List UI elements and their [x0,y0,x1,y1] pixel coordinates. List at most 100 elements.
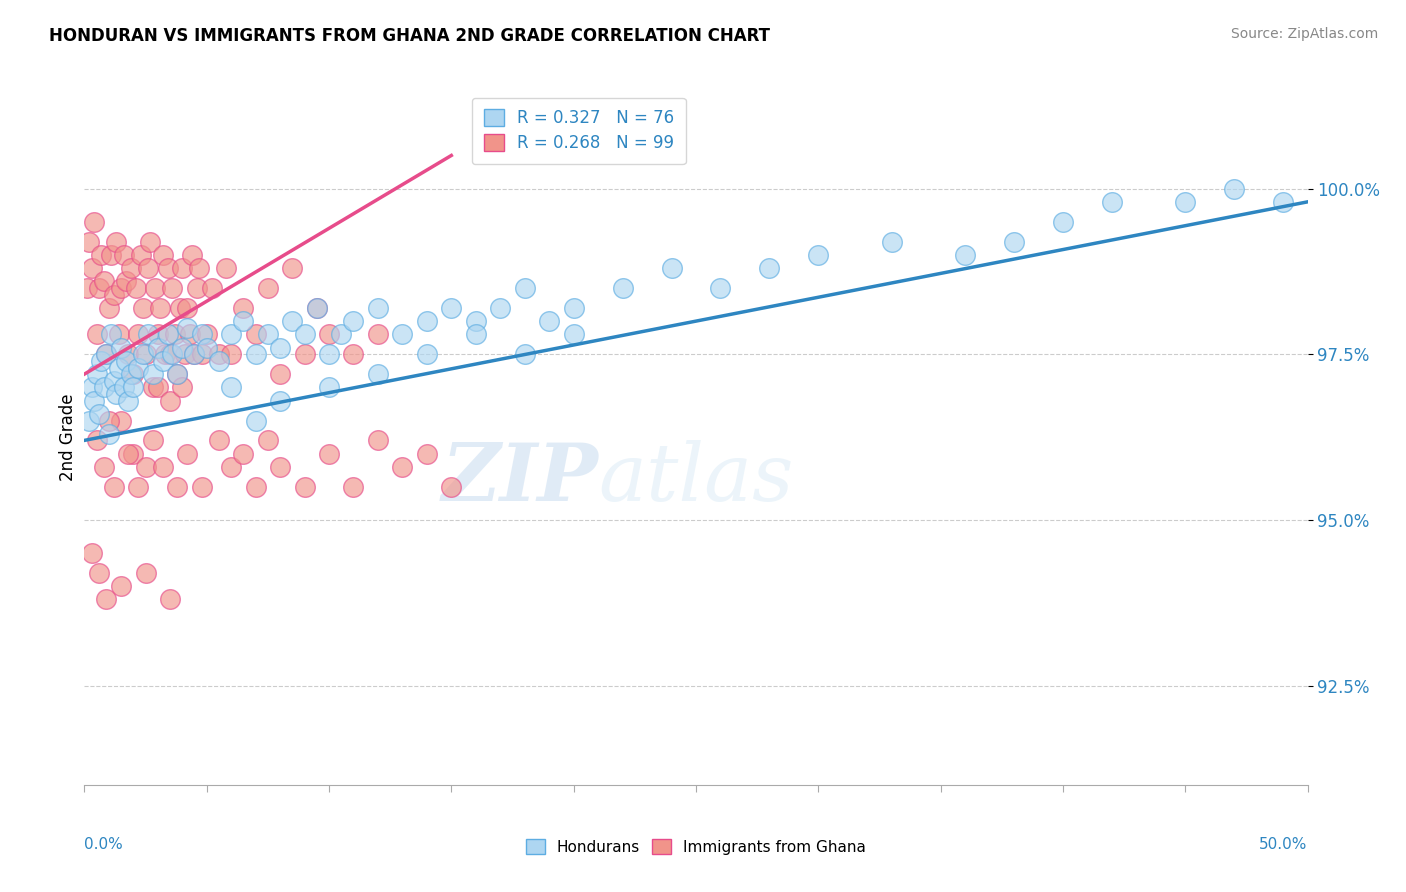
Point [146,380,169,394]
Point [305,301,328,315]
Legend: Hondurans, Immigrants from Ghana: Hondurans, Immigrants from Ghana [520,832,872,861]
Point [135,459,157,474]
Point [153,347,176,361]
Point [489,301,512,315]
Point [87,407,110,421]
Point [115,274,138,288]
Point [294,347,316,361]
Point [186,281,208,295]
Point [127,327,149,342]
Point [169,301,191,315]
Point [166,367,188,381]
Point [117,447,139,461]
Point [318,447,340,461]
Point [142,367,165,381]
Point [142,380,165,394]
Point [127,480,149,494]
Point [159,347,181,361]
Point [464,314,486,328]
Point [208,434,231,448]
Point [77,235,100,249]
Point [159,393,181,408]
Point [156,261,179,276]
Point [156,327,179,342]
Point [181,248,204,262]
Point [342,347,364,361]
Point [208,354,231,368]
Point [269,393,291,408]
Point [132,347,155,361]
Point [305,301,328,315]
Point [97,301,120,315]
Point [142,434,165,448]
Point [391,459,413,474]
Point [367,301,389,315]
Point [219,459,242,474]
Point [107,327,129,342]
Point [152,354,174,368]
Point [318,327,340,342]
Point [367,367,389,381]
Point [176,447,198,461]
Point [162,347,184,361]
Point [464,327,486,342]
Point [562,301,585,315]
Point [90,248,112,262]
Point [87,281,110,295]
Point [367,327,389,342]
Point [80,380,103,394]
Point [318,380,340,394]
Point [125,281,148,295]
Point [219,347,242,361]
Text: HONDURAN VS IMMIGRANTS FROM GHANA 2ND GRADE CORRELATION CHART: HONDURAN VS IMMIGRANTS FROM GHANA 2ND GR… [49,27,770,45]
Point [176,301,198,315]
Point [127,360,149,375]
Point [758,261,780,276]
Point [97,413,120,427]
Point [146,327,169,342]
Point [269,459,291,474]
Point [162,281,184,295]
Point [166,480,188,494]
Point [191,480,214,494]
Point [122,380,145,394]
Point [176,320,198,334]
Point [110,413,132,427]
Point [281,314,304,328]
Point [135,566,157,580]
Point [661,261,683,276]
Point [90,354,112,368]
Point [612,281,634,295]
Point [257,327,280,342]
Point [96,592,118,607]
Point [107,360,129,375]
Point [232,301,254,315]
Point [172,380,194,394]
Point [953,248,976,262]
Point [188,261,211,276]
Point [103,480,125,494]
Point [200,281,222,295]
Point [1002,235,1025,249]
Point [245,327,267,342]
Point [232,447,254,461]
Point [208,347,231,361]
Point [281,261,304,276]
Point [149,301,172,315]
Text: 0.0%: 0.0% [84,837,124,852]
Point [245,413,267,427]
Point [245,347,267,361]
Point [112,248,135,262]
Point [183,347,205,361]
Y-axis label: 2nd Grade: 2nd Grade [59,393,77,481]
Point [1052,215,1074,229]
Point [100,327,122,342]
Point [215,261,238,276]
Point [172,261,194,276]
Point [219,380,242,394]
Point [96,347,118,361]
Point [152,248,174,262]
Point [269,341,291,355]
Point [416,447,439,461]
Text: atlas: atlas [598,440,793,517]
